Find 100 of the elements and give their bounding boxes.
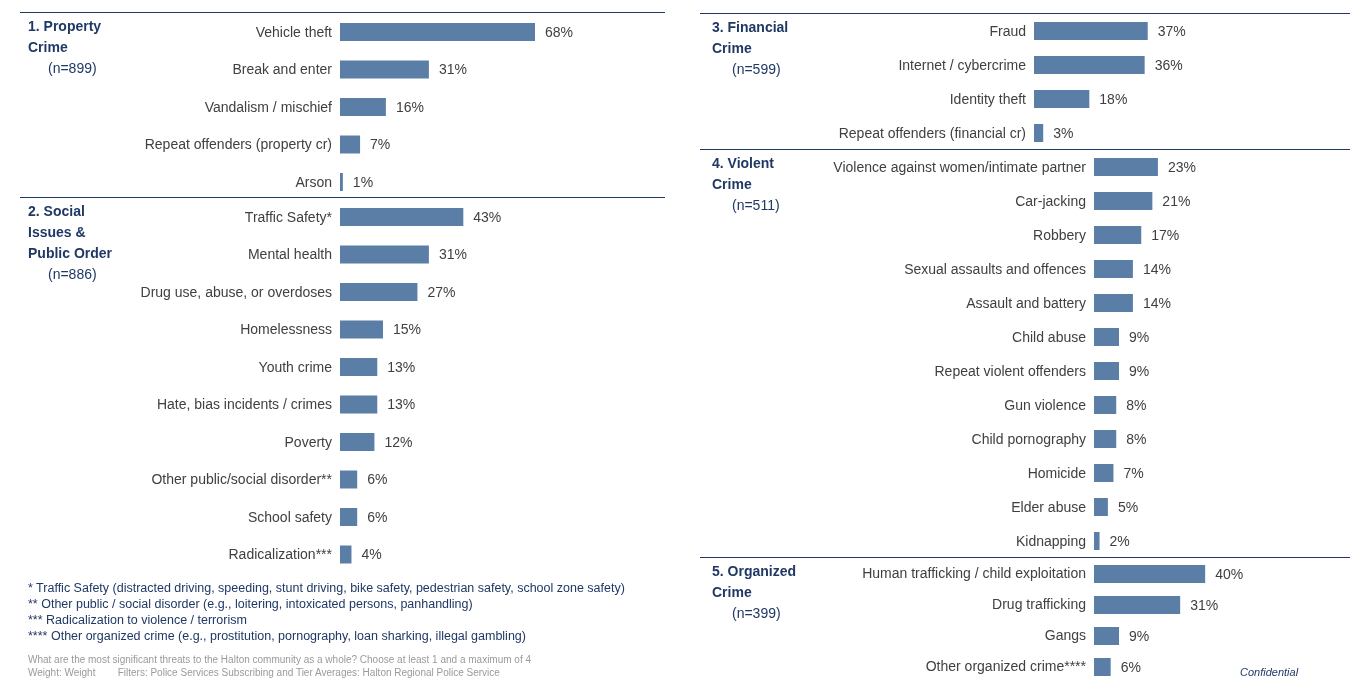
bar: [1094, 294, 1133, 312]
data-label: 6%: [367, 508, 388, 525]
data-label: 13%: [387, 396, 416, 413]
data-label: 31%: [438, 246, 467, 263]
bar: [340, 358, 378, 376]
text: Confidential: [1240, 666, 1299, 678]
data-label: 12%: [384, 433, 413, 450]
bar: [1034, 90, 1090, 108]
data-label: 17%: [1151, 226, 1180, 243]
bar: [1094, 192, 1153, 210]
data-label: 68%: [545, 23, 574, 40]
y-tick-label: Poverty: [284, 433, 332, 450]
bar: [340, 208, 464, 226]
y-tick-label: Kidnapping: [1015, 532, 1086, 549]
y-tick-label: Break and enter: [232, 61, 333, 78]
y-tick-label: Drug trafficking: [992, 596, 1086, 613]
bar: [340, 283, 418, 301]
y-tick-label: Robbery: [1033, 226, 1086, 243]
bar: [1094, 362, 1120, 380]
bar: [1034, 124, 1044, 142]
text: ** Other public / social disorder (e.g., loitering, intoxicated persons, panhandling): [28, 596, 474, 612]
data-label: 40%: [1215, 565, 1244, 582]
bar: [340, 395, 378, 414]
data-label: 14%: [1142, 260, 1171, 277]
y-tick-label: Child pornography: [971, 430, 1086, 447]
data-label: 8%: [1126, 430, 1147, 447]
y-tick-label: Vandalism / mischief: [204, 98, 333, 115]
bar: [1094, 328, 1120, 346]
text: (n=399): [732, 605, 781, 621]
y-tick-label: Other organized crime****: [925, 658, 1087, 675]
bar: [340, 173, 343, 191]
data-label: 6%: [367, 471, 388, 488]
text: (n=886): [48, 266, 97, 282]
y-tick-label: Homelessness: [240, 321, 332, 338]
text: 3. Financial Crime: [712, 19, 789, 56]
data-label: 18%: [1099, 90, 1128, 107]
y-tick-label: Sexual assaults and offences: [904, 260, 1086, 277]
data-label: 9%: [1129, 328, 1150, 345]
bar: [1094, 565, 1206, 583]
data-label: 4%: [361, 546, 382, 563]
y-tick-label: Assault and battery: [966, 294, 1086, 311]
data-label: 3%: [1053, 124, 1074, 141]
data-label: 37%: [1157, 22, 1186, 39]
bar: [1034, 56, 1145, 74]
text: (n=599): [732, 61, 781, 77]
bar: [340, 320, 384, 339]
data-label: 27%: [427, 283, 456, 300]
bar: [1094, 627, 1120, 645]
y-tick-label: Hate, bias incidents / crimes: [156, 396, 332, 413]
data-label: 2%: [1109, 532, 1130, 549]
text: (n=511): [732, 197, 780, 213]
bar: [340, 470, 358, 489]
bar: [1094, 658, 1111, 676]
bar: [340, 433, 375, 451]
text: 4. Violent Crime: [712, 155, 775, 192]
y-tick-label: Radicalization***: [228, 546, 333, 563]
text: Weight: Weight Filters: Police Services Subscribing and Tier Averages: Halton Regional Police Service: [28, 666, 501, 679]
text: What are the most significant threats to the Halton community as a whole? Choose at least 1 and a maximum of 4: [28, 653, 532, 666]
data-label: 21%: [1162, 192, 1191, 209]
bar: [1094, 158, 1158, 176]
data-label: 14%: [1142, 294, 1171, 311]
bar: [340, 98, 386, 116]
y-tick-label: Violence against women/intimate partner: [833, 158, 1087, 175]
data-label: 7%: [370, 136, 391, 153]
data-label: 36%: [1154, 56, 1183, 73]
data-label: 31%: [438, 61, 467, 78]
y-tick-label: Identity theft: [949, 90, 1027, 107]
y-tick-label: Repeat offenders (financial cr): [838, 124, 1026, 141]
text: 5. Organized Crime: [712, 563, 797, 600]
y-tick-label: Mental health: [247, 246, 332, 263]
data-label: 7%: [1123, 464, 1144, 481]
data-label: 43%: [473, 208, 502, 225]
data-label: 9%: [1129, 362, 1150, 379]
bar: [1094, 260, 1133, 278]
y-tick-label: School safety: [247, 508, 332, 525]
data-label: 8%: [1126, 396, 1147, 413]
data-label: 13%: [387, 358, 416, 375]
text: 2. Social Issues & Public Order: [28, 203, 113, 261]
y-tick-label: Human trafficking / child exploitation: [862, 565, 1086, 582]
data-label: 9%: [1129, 627, 1150, 644]
y-tick-label: Traffic Safety*: [244, 208, 333, 225]
data-label: 15%: [393, 321, 422, 338]
text: * Traffic Safety (distracted driving, speeding, stunt driving, bike safety, pedestrian safety, school zone safety): [28, 580, 625, 596]
text: *** Radicalization to violence / terrorism: [28, 612, 248, 628]
text: (n=899): [48, 60, 97, 76]
bar: [340, 60, 429, 79]
text: **** Other organized crime (e.g., prostitution, pornography, loan sharking, illegal gambling): [28, 628, 527, 644]
y-tick-label: Fraud: [989, 22, 1026, 39]
y-tick-label: Other public/social disorder**: [151, 471, 333, 488]
y-tick-label: Drug use, abuse, or overdoses: [140, 283, 332, 300]
bar: [1094, 498, 1108, 516]
data-label: 31%: [1190, 596, 1219, 613]
bar: [340, 545, 352, 564]
text: 1. Property Crime: [28, 18, 102, 55]
bar: [340, 23, 535, 41]
y-tick-label: Internet / cybercrime: [898, 56, 1027, 73]
y-tick-label: Vehicle theft: [255, 23, 333, 40]
y-tick-label: Arson: [295, 173, 332, 190]
bar: [1094, 596, 1181, 614]
y-tick-label: Gun violence: [1004, 396, 1087, 413]
